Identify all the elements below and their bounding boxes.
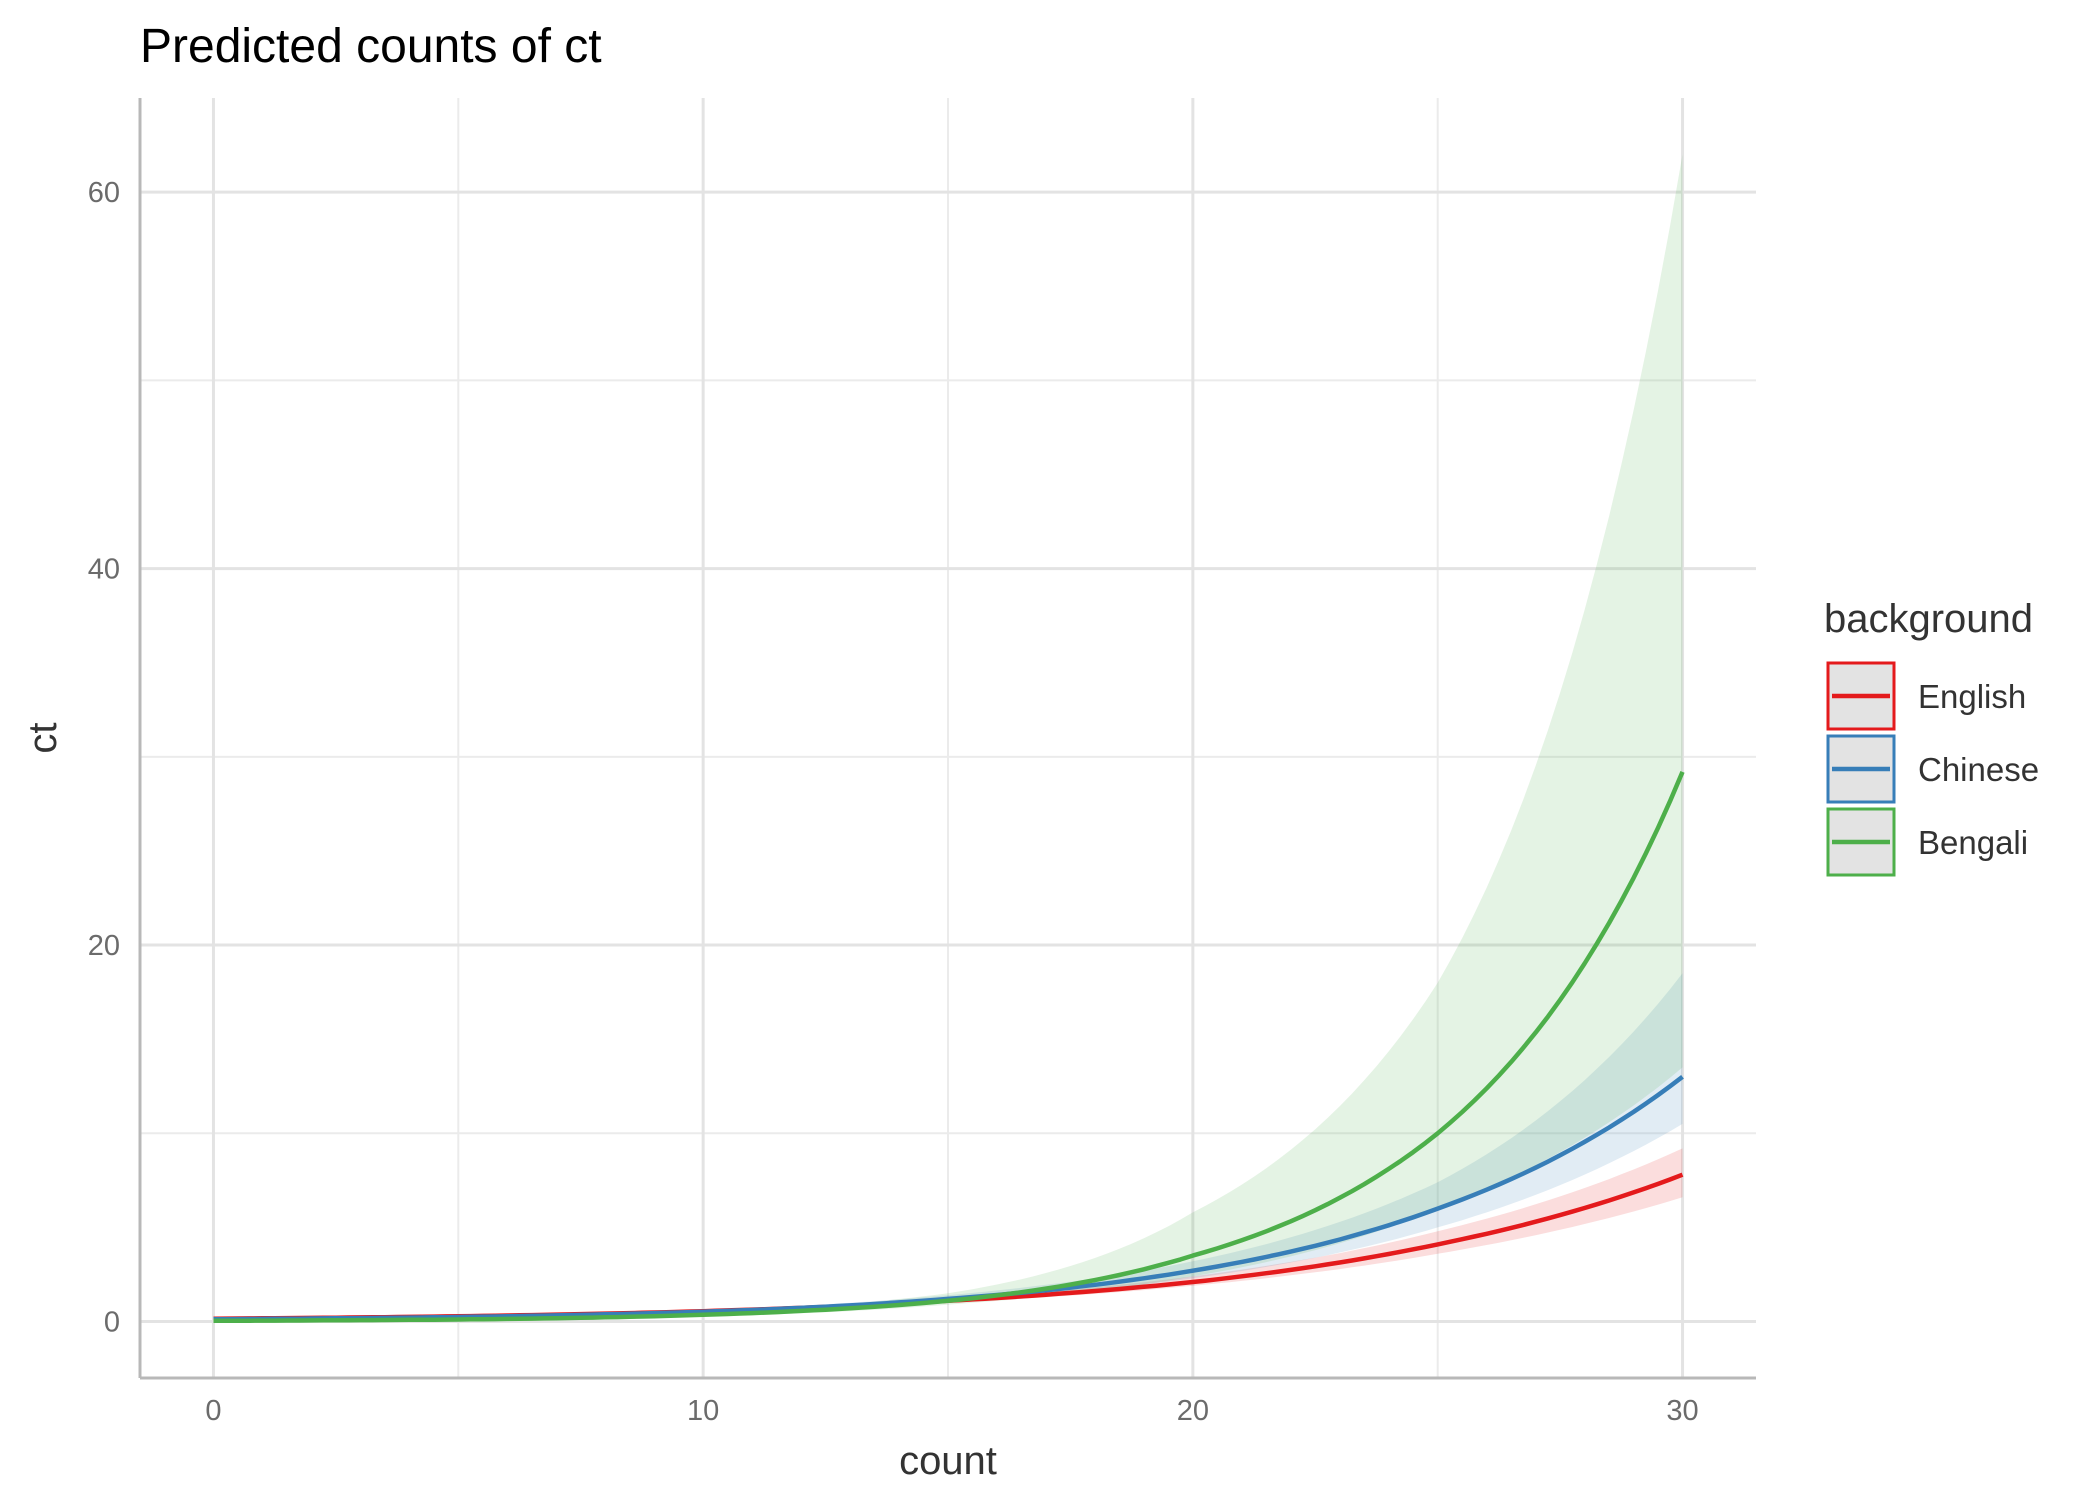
x-tick-labels: 0 10 20 30 xyxy=(205,1395,1698,1427)
y-tick-labels: 0 20 40 60 xyxy=(88,177,120,1338)
y-axis-title: ct xyxy=(21,722,65,753)
confidence-ribbons xyxy=(213,154,1683,1322)
y-tick-label: 20 xyxy=(88,930,120,962)
legend-label: Bengali xyxy=(1918,824,2028,861)
y-tick-label: 0 xyxy=(104,1307,120,1339)
series-lines xyxy=(213,771,1685,1324)
legend-item-bengali: Bengali xyxy=(1826,807,2028,877)
x-tick-label: 10 xyxy=(687,1395,719,1427)
ribbon-chinese xyxy=(213,973,1683,1320)
series-line-bengali xyxy=(213,771,1685,1324)
chart-title: Predicted counts of ct xyxy=(140,20,602,73)
legend: background English Chinese Bengali xyxy=(1824,597,2039,877)
legend-item-chinese: Chinese xyxy=(1826,734,2039,804)
legend-item-english: English xyxy=(1826,661,2026,731)
y-tick-label: 40 xyxy=(88,554,120,586)
legend-title: background xyxy=(1824,597,2033,641)
legend-label: Chinese xyxy=(1918,751,2039,788)
x-tick-label: 30 xyxy=(1666,1395,1698,1427)
x-axis-title: count xyxy=(899,1439,997,1483)
x-tick-label: 20 xyxy=(1177,1395,1209,1427)
grid-minor xyxy=(140,98,1756,1378)
legend-items: English Chinese Bengali xyxy=(1826,661,2039,877)
x-tick-label: 0 xyxy=(205,1395,221,1427)
y-tick-label: 60 xyxy=(88,177,120,209)
legend-label: English xyxy=(1918,678,2026,715)
